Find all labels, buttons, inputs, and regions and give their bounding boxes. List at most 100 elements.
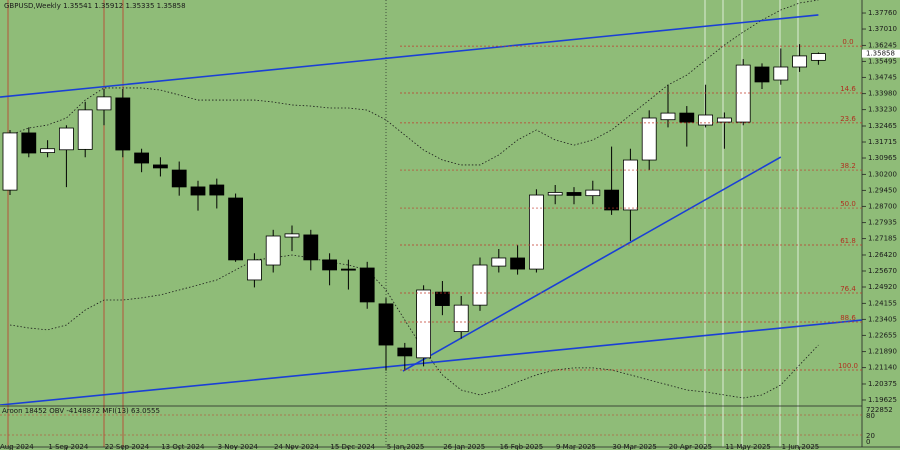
candle-body: [284, 233, 300, 238]
band-line: [9, 254, 819, 399]
x-tick-label: 22 Sep 2024: [105, 443, 150, 450]
y-tick-label: 1.37760: [868, 9, 897, 17]
y-tick-label: 1.35495: [868, 57, 897, 65]
y-tick-label: 1.25670: [868, 267, 897, 275]
x-tick-label: 15 Dec 2024: [330, 443, 375, 450]
candle-body: [717, 117, 732, 123]
y-tick-label: 1.27935: [868, 219, 897, 227]
candle-body: [152, 164, 168, 169]
y-tick-label: 1.32465: [868, 122, 897, 130]
y-tick-label: 1.28700: [868, 202, 897, 210]
x-tick-label: 26 Jan 2025: [443, 443, 485, 450]
candle-body: [322, 259, 338, 271]
candle-body: [134, 152, 150, 164]
candle-body: [59, 127, 74, 151]
y-tick-label: 1.34745: [868, 73, 897, 81]
panel-label: 80: [866, 412, 875, 420]
candle-body: [641, 117, 657, 161]
panel-title: Aroon 18452 OBV -4148872 MFI(13) 63.0555: [2, 407, 160, 415]
candle-body: [679, 112, 695, 123]
x-tick-label: 13 Oct 2024: [161, 443, 205, 450]
candle-body: [21, 132, 37, 154]
y-tick-label: 1.20375: [868, 380, 897, 388]
level-label: 14.6: [840, 85, 856, 93]
candle-body: [209, 184, 225, 196]
y-tick-label: 1.19625: [868, 396, 897, 404]
candle-body: [115, 97, 131, 151]
candle-body: [378, 303, 394, 346]
level-label: 88.6: [840, 314, 856, 322]
candle-body: [434, 291, 450, 306]
panel-label: 20: [866, 432, 875, 440]
trendline: [0, 319, 862, 405]
candle-body: [453, 304, 469, 332]
candle-body: [2, 132, 18, 191]
candle-body: [623, 159, 638, 211]
candle-body: [735, 64, 751, 123]
candle-body: [773, 66, 789, 81]
y-tick-label: 1.24920: [868, 283, 897, 291]
y-tick-label: 1.33230: [868, 106, 897, 114]
x-tick-label: 24 Nov 2024: [274, 443, 319, 450]
candle-body: [246, 259, 262, 281]
level-label: 100.0: [838, 362, 858, 370]
level-label: 50.0: [840, 200, 856, 208]
y-tick-label: 1.27185: [868, 235, 897, 243]
candle-body: [171, 169, 187, 188]
x-tick-label: 11 May 2025: [725, 443, 771, 450]
candle-body: [510, 257, 526, 270]
panel-label: 722852: [866, 406, 893, 414]
y-tick-label: 1.31715: [868, 138, 897, 146]
y-tick-label: 1.37010: [868, 25, 897, 33]
x-tick-label: 16 Feb 2025: [500, 443, 544, 450]
y-tick-label: 1.22655: [868, 331, 897, 339]
x-tick-label: 1 Jun 2025: [782, 443, 820, 450]
level-label: 0.0: [842, 38, 853, 46]
candle-body: [792, 55, 807, 68]
candle-body: [359, 267, 375, 303]
candle-body: [190, 186, 206, 196]
price-tag-label: 1.35858: [866, 50, 895, 58]
candle-body: [566, 192, 582, 196]
level-label: 61.8: [840, 237, 856, 245]
candle-body: [811, 53, 826, 61]
y-tick-label: 1.23405: [868, 315, 897, 323]
x-tick-label: 30 Mar 2025: [612, 443, 656, 450]
y-tick-label: 1.30965: [868, 154, 897, 162]
x-tick-label: Aug 2024: [0, 443, 34, 450]
y-tick-label: 1.29450: [868, 186, 897, 194]
candle-body: [529, 194, 544, 270]
y-tick-label: 1.30200: [868, 170, 897, 178]
y-tick-label: 1.33980: [868, 90, 897, 98]
y-tick-label: 1.26420: [868, 251, 897, 259]
candle-body: [585, 189, 601, 197]
candle-body: [698, 114, 713, 126]
y-tick-label: 1.24155: [868, 299, 897, 307]
x-tick-label: 5 Jan 2025: [387, 443, 425, 450]
x-tick-label: 1 Sep 2024: [48, 443, 88, 450]
level-label: 38.2: [840, 162, 856, 170]
x-tick-label: 9 Mar 2025: [556, 443, 596, 450]
price-tag: [862, 49, 900, 58]
candle-body: [340, 268, 356, 271]
plot-area: [0, 0, 862, 405]
candle-body: [96, 96, 112, 111]
trendline: [402, 156, 782, 372]
candle-body: [228, 197, 244, 261]
candle-body: [40, 148, 55, 153]
candle-body: [265, 235, 281, 266]
candle-body: [77, 109, 93, 150]
x-tick-label: 20 Apr 2025: [669, 443, 712, 450]
candle-body: [660, 112, 676, 121]
candle-body: [491, 257, 507, 267]
level-label: 23.6: [840, 115, 856, 123]
candle-body: [547, 192, 563, 196]
candle-body: [416, 289, 432, 359]
candle-body: [754, 66, 770, 83]
candle-body: [397, 347, 413, 357]
band-line: [9, 0, 819, 166]
y-tick-label: 1.21890: [868, 348, 897, 356]
panel-label: 0: [866, 438, 870, 446]
y-tick-label: 1.36245: [868, 41, 897, 49]
